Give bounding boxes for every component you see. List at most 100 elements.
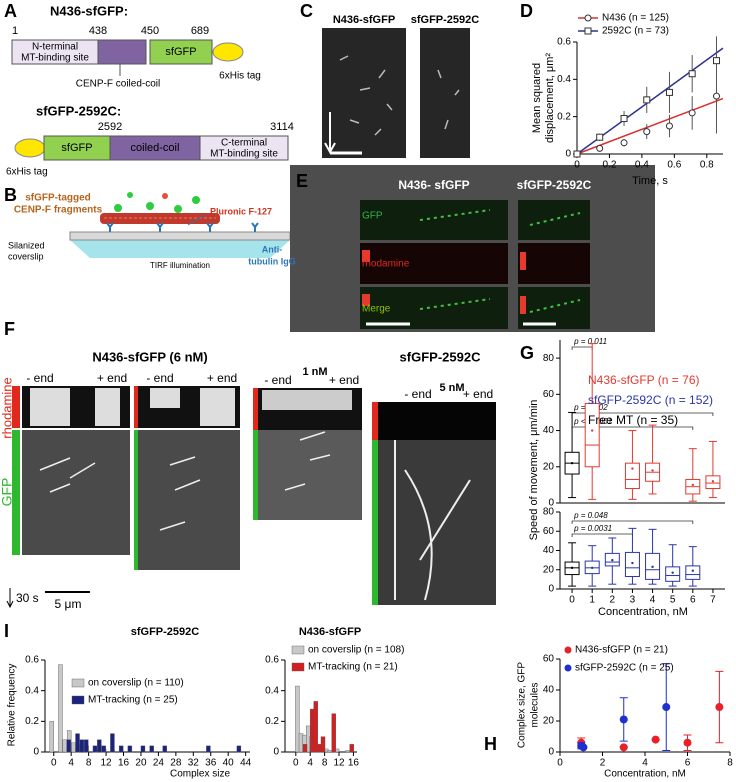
x-tick-label: 28 [170,758,182,769]
marker [620,139,628,147]
y-tick-label: 20 [543,461,555,472]
x-tick-label: 4 [650,595,656,606]
assay-schematic [69,192,291,258]
bar [118,745,124,753]
panel-label: D [520,1,533,21]
micrograph [322,28,470,158]
x-axis-label: Concentration, nM [598,606,688,618]
fit-line [576,97,724,155]
tag-label: 6xHis tag [219,71,261,82]
domain-label: MT-binding site [210,149,278,160]
x-tick-label: 3 [630,595,636,606]
y-tick-label: 0.4 [557,74,571,85]
bar [149,745,154,753]
end-label: - end [264,373,291,387]
channel-label: rhodamine [0,377,14,438]
bar [302,744,308,753]
column-label: N436- sfGFP [398,178,469,192]
p-value: p = 0.048 [573,511,608,520]
legend-label: Free MT (n = 35) [588,413,678,427]
bar [331,713,336,753]
construct-name: sfGFP-2592C: [36,103,121,118]
bar [110,733,115,753]
marker [688,70,696,78]
marker [596,133,604,141]
x-tick-label: 0.8 [700,160,714,171]
bracket [571,533,633,537]
kymograph [6,386,496,609]
scale-label: 30 s [16,591,39,605]
bar [84,739,89,753]
residue: 689 [191,25,209,37]
y-tick-label: 0 [548,747,554,758]
panel-label: I [4,621,9,641]
panel-label: F [4,319,15,339]
mean [570,566,574,570]
y-axis-label: Speed of movement, μm/min [528,400,540,541]
y-tick-label: 0 [565,149,571,160]
y-axis-label: molecules [530,682,541,727]
end-label: - end [146,371,173,385]
column-label: N436-sfGFP [333,14,395,26]
legend-label: N436 (n = 125) [602,13,669,24]
x-tick-label: 6 [685,758,691,769]
mean [691,483,695,487]
mean [590,566,594,570]
residue: 450 [141,25,159,37]
x-tick-label: 36 [205,758,217,769]
bar [345,750,350,753]
point [619,715,628,724]
x-tick-label: 8 [86,758,92,769]
construct-name: N436-sfGFP: [50,3,128,18]
y-tick-label: 60 [543,654,555,665]
marker [643,128,651,136]
x-tick-label: 44 [240,758,252,769]
domain-label: MT-binding site [21,53,89,64]
point [619,743,628,752]
y-tick-label: 0.2 [557,111,571,122]
legend-label: N436-sfGFP (n = 76) [588,373,700,387]
column-label: sfGFP-2592C [411,14,480,26]
bar [295,685,300,753]
mean [570,461,574,465]
domain-label: C-terminal [221,138,267,149]
marker [665,88,673,96]
panel-label: A [4,1,17,21]
point [662,703,671,712]
end-label: + end [97,371,127,385]
box [584,402,600,468]
chart-title: sfGFP-2592C [131,626,200,638]
y-tick-label: 40 [543,685,555,696]
point [683,738,692,747]
legend-label: MT-tracking (n = 21) [308,662,398,673]
group-label: sfGFP-2592C [400,349,482,364]
marker [688,109,696,117]
legend-swatch [584,14,592,22]
panel-label: H [484,734,497,754]
legend-swatch [71,678,85,688]
legend-swatch [564,664,572,672]
y-tick-label: 40 [543,425,555,436]
end-label: + end [207,371,237,385]
chart-title: N436-sfGFP [299,626,361,638]
residue: 3114 [270,121,294,133]
y-tick-label: 0.4 [25,685,39,696]
x-tick-label: 0 [293,758,299,769]
y-tick-label: 20 [543,716,555,727]
bar [97,739,102,753]
p-value: p = 0.0031 [573,524,612,533]
end-label: + end [329,373,359,387]
y-axis-label: Mean squared [531,63,543,133]
end-label: + end [463,387,493,401]
bracket [571,520,694,524]
x-axis-label: Complex size [170,769,230,780]
x-tick-label: 0 [51,758,57,769]
group-label: N436-sfGFP (6 nM) [92,349,207,364]
schematic-label: Anti- [262,244,283,254]
marker [596,144,604,152]
bar [49,721,54,753]
residue: 2592 [98,121,122,133]
bar [79,739,85,753]
column-label: sfGFP-2592C [517,178,592,192]
